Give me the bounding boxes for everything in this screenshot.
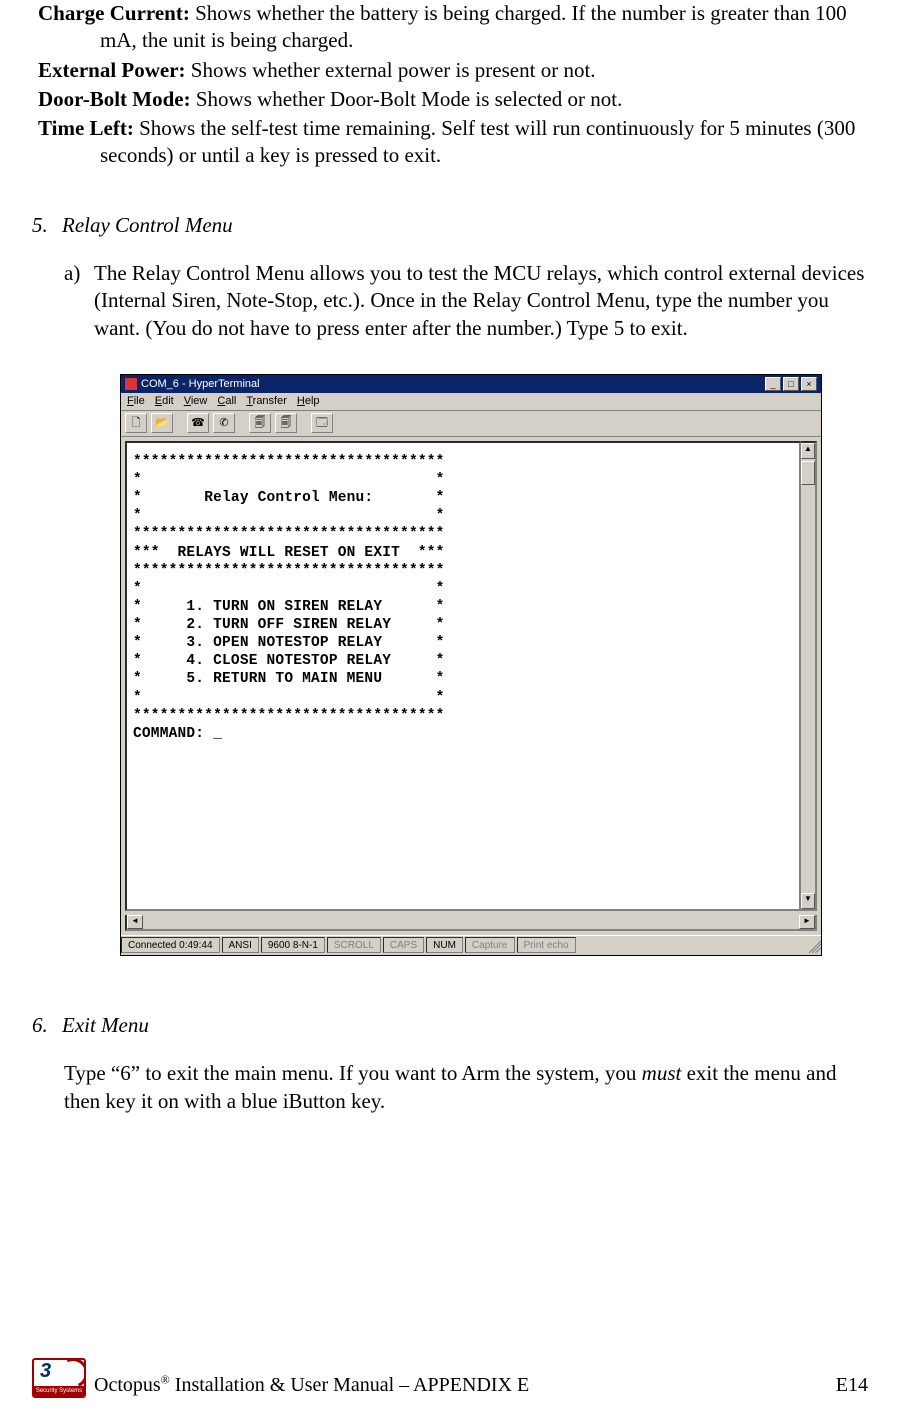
resize-grip-icon[interactable] [805, 937, 821, 953]
menu-bar: File Edit View Call Transfer Help [121, 393, 821, 411]
definition-desc: Shows the self-test time remaining. Self… [100, 116, 855, 167]
toolbar-connect-icon[interactable]: ☎ [187, 413, 209, 433]
status-scroll: SCROLL [327, 937, 381, 953]
status-settings: 9600 8-N-1 [261, 937, 325, 953]
status-connected: Connected 0:49:44 [121, 937, 220, 953]
toolbar: 🗋 📂 ☎ ✆ 🗐 🗐 🗔 [121, 411, 821, 437]
scroll-down-icon[interactable]: ▼ [801, 893, 815, 909]
status-num: NUM [426, 937, 463, 953]
section-6: 6.Exit Menu Type “6” to exit the main me… [32, 1012, 868, 1115]
terminal-text: *********************************** * * … [127, 443, 799, 753]
definition-term: External Power: [38, 58, 186, 82]
menu-file[interactable]: File [127, 394, 145, 408]
section-5-item-a: a)The Relay Control Menu allows you to t… [64, 260, 868, 342]
list-label: a) [64, 260, 94, 287]
toolbar-send-icon[interactable]: 🗐 [249, 413, 271, 433]
menu-call[interactable]: Call [217, 394, 236, 408]
menu-view[interactable]: View [184, 394, 208, 408]
definition-desc: Shows whether the battery is being charg… [100, 1, 847, 52]
definition-desc: Shows whether external power is present … [186, 58, 596, 82]
section-5: 5.Relay Control Menu a)The Relay Control… [32, 212, 868, 956]
definition-term: Charge Current: [38, 1, 190, 25]
definition-item: Time Left: Shows the self-test time rema… [38, 115, 868, 170]
status-capture: Capture [465, 937, 515, 953]
list-text: The Relay Control Menu allows you to tes… [94, 261, 864, 340]
minimize-button[interactable]: _ [765, 377, 781, 391]
menu-help[interactable]: Help [297, 394, 320, 408]
scroll-thumb[interactable] [801, 461, 815, 485]
maximize-button[interactable]: □ [783, 377, 799, 391]
toolbar-new-icon[interactable]: 🗋 [125, 413, 147, 433]
section-number: 5. [32, 212, 62, 239]
terminal-body[interactable]: *********************************** * * … [125, 441, 801, 911]
toolbar-disconnect-icon[interactable]: ✆ [213, 413, 235, 433]
definitions-block: Charge Current: Shows whether the batter… [38, 0, 868, 170]
status-printecho: Print echo [517, 937, 576, 953]
page-number: E14 [836, 1372, 868, 1398]
definition-item: External Power: Shows whether external p… [38, 57, 868, 84]
definition-item: Door-Bolt Mode: Shows whether Door-Bolt … [38, 86, 868, 113]
logo-number: 3 [40, 1358, 51, 1384]
menu-transfer[interactable]: Transfer [246, 394, 287, 408]
toolbar-open-icon[interactable]: 📂 [151, 413, 173, 433]
definition-term: Door-Bolt Mode: [38, 87, 191, 111]
definition-item: Charge Current: Shows whether the batter… [38, 0, 868, 55]
emphasis: must [642, 1061, 682, 1085]
window-title: COM_6 - HyperTerminal [141, 377, 260, 391]
footer-text: Octopus® Installation & User Manual – AP… [94, 1372, 529, 1398]
status-bar: Connected 0:49:44 ANSI 9600 8-N-1 SCROLL… [121, 935, 821, 955]
scroll-left-icon[interactable]: ◄ [127, 915, 143, 929]
company-logo: 3 Security Systems [32, 1358, 86, 1398]
titlebar[interactable]: COM_6 - HyperTerminal _ □ × [121, 375, 821, 393]
definition-desc: Shows whether Door-Bolt Mode is selected… [191, 87, 623, 111]
toolbar-properties-icon[interactable]: 🗔 [311, 413, 333, 433]
section-number: 6. [32, 1012, 62, 1039]
logo-bar-text: Security Systems [34, 1386, 84, 1396]
vertical-scrollbar[interactable]: ▲ ▼ [801, 441, 817, 911]
menu-edit[interactable]: Edit [155, 394, 174, 408]
status-emulation: ANSI [222, 937, 259, 953]
scroll-up-icon[interactable]: ▲ [801, 443, 815, 459]
horizontal-scrollbar[interactable]: ◄ ► [125, 915, 817, 931]
app-icon [125, 378, 137, 390]
hyperterminal-window: COM_6 - HyperTerminal _ □ × File Edit Vi… [120, 374, 822, 956]
toolbar-receive-icon[interactable]: 🗐 [275, 413, 297, 433]
section-title: Relay Control Menu [62, 213, 233, 237]
definition-term: Time Left: [38, 116, 134, 140]
page-footer: 3 Security Systems Octopus® Installation… [32, 1358, 868, 1398]
close-button[interactable]: × [801, 377, 817, 391]
section-6-body: Type “6” to exit the main menu. If you w… [64, 1060, 868, 1115]
section-title: Exit Menu [62, 1013, 149, 1037]
scroll-right-icon[interactable]: ► [799, 915, 815, 929]
status-caps: CAPS [383, 937, 424, 953]
registered-mark: ® [161, 1372, 170, 1386]
